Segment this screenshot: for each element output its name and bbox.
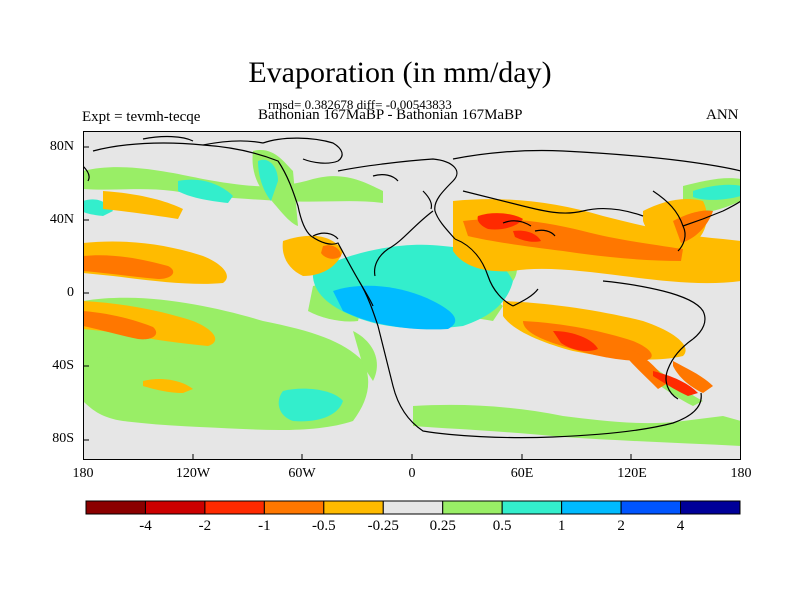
subtitle: Bathonian 167MaBP - Bathonian 167MaBP (258, 107, 523, 123)
colorbar-swatch (561, 500, 622, 515)
lat-label-0: 0 (67, 285, 74, 300)
experiment-label: Expt = tevmh-tecqe (82, 109, 201, 125)
lon-label-180e: 180 (730, 466, 752, 481)
colorbar-label: 0.25 (429, 518, 456, 534)
evaporation-map (83, 131, 741, 460)
plot-title: Evaporation (in mm/day) (248, 56, 552, 89)
colorbar-label: -4 (139, 518, 152, 534)
lon-label-120w: 120W (175, 466, 211, 481)
lon-label-60e: 60E (510, 466, 534, 481)
lon-label-120e: 120E (617, 466, 647, 481)
lat-label-80s: 80S (52, 431, 74, 446)
colorbar-label: -2 (198, 518, 212, 534)
lon-label-60w: 60W (288, 466, 316, 481)
colorbar-swatch (620, 500, 682, 515)
colorbar-label: 2 (617, 518, 625, 534)
colorbar (85, 500, 741, 515)
lat-label-80n: 80N (49, 139, 74, 154)
colorbar-label: 1 (557, 518, 566, 534)
colorbar-swatch (263, 500, 325, 515)
colorbar-label: -0.25 (367, 518, 399, 534)
colorbar-swatch (442, 500, 503, 515)
axis-ticks (83, 146, 632, 460)
colorbar-label: 0.5 (492, 518, 512, 534)
season-label: ANN (706, 107, 739, 123)
lat-label-40n: 40N (49, 212, 74, 227)
colorbar-swatch (144, 500, 206, 515)
lon-label-180w: 180 (72, 466, 94, 481)
colorbar-swatch (204, 500, 265, 515)
lon-label-0: 0 (408, 466, 416, 481)
coastlines (83, 135, 741, 439)
lat-label-40s: 40S (52, 358, 74, 373)
colorbar-label: -0.5 (311, 518, 336, 534)
colorbar-swatch (501, 500, 563, 515)
colorbar-swatch (323, 500, 384, 515)
colorbar-swatch (382, 500, 444, 515)
red-contours (477, 213, 698, 396)
colorbar-swatch (85, 500, 146, 515)
colorbar-label: 4 (676, 518, 685, 534)
blue-contours (83, 159, 741, 422)
colorbar-label: -1 (258, 518, 271, 534)
colorbar-swatch (680, 500, 741, 515)
stats-text: rmsd= 0.382678 diff= -0.00543833 (268, 97, 452, 112)
